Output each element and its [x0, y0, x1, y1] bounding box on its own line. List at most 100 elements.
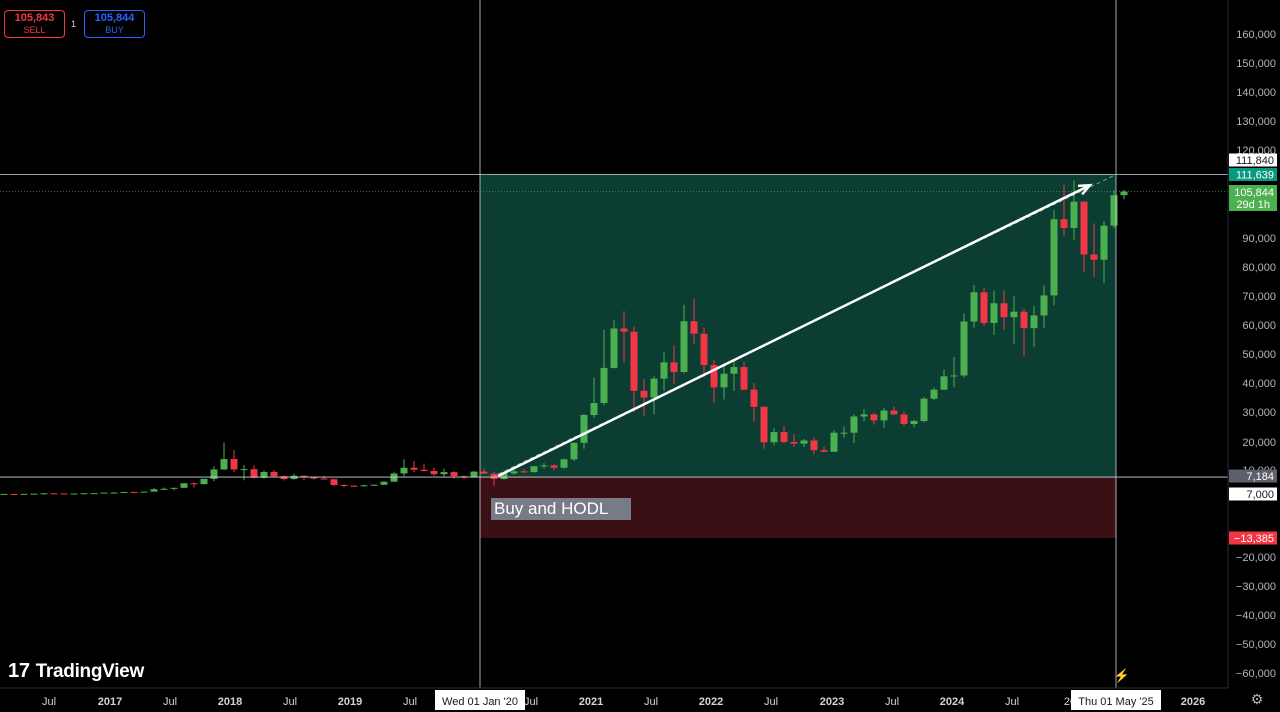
price-tick-label: 160,000: [1236, 29, 1276, 41]
time-tick-label: Jul: [283, 696, 297, 708]
candle: [1000, 290, 1008, 330]
candle-body: [280, 476, 288, 479]
candle-body: [30, 493, 38, 495]
candle: [590, 377, 598, 418]
gear-icon[interactable]: ⚙: [1250, 691, 1264, 707]
candle-body: [340, 485, 348, 486]
candle-body: [530, 466, 538, 473]
order-quantity[interactable]: 1: [71, 19, 77, 29]
candle-body: [590, 403, 598, 415]
price-tick-label: −50,000: [1236, 639, 1276, 651]
candle: [410, 461, 418, 473]
buy-button[interactable]: 105,844 BUY: [84, 10, 145, 38]
candle: [70, 493, 78, 495]
candle-body: [920, 398, 928, 421]
sell-button[interactable]: 105,843 SELL: [4, 10, 65, 38]
price-tick-label: −60,000: [1236, 668, 1276, 680]
candle: [20, 493, 28, 495]
candle-body: [310, 477, 318, 479]
candle-body: [370, 484, 378, 486]
stop-price-label: −13,385: [1229, 531, 1277, 545]
candle: [1100, 221, 1108, 284]
entry-price-label: 7,184: [1229, 469, 1277, 483]
tradingview-logo-icon: 17: [8, 660, 30, 682]
candle: [220, 442, 228, 470]
candle: [30, 493, 38, 495]
candle: [830, 430, 838, 452]
time-tick-label: Jul: [163, 696, 177, 708]
candle: [770, 428, 778, 446]
candle: [730, 359, 738, 391]
candle-body: [330, 479, 338, 485]
candle-body: [230, 459, 238, 470]
candle: [1080, 201, 1088, 273]
candle-body: [780, 432, 788, 442]
price-tick-label: 80,000: [1242, 262, 1276, 274]
candle: [10, 493, 18, 495]
candle-body: [60, 493, 68, 495]
candle-body: [830, 432, 838, 452]
candle: [470, 471, 478, 478]
candle-body: [300, 475, 308, 478]
last-price-bg: [1229, 185, 1277, 211]
candle: [300, 475, 308, 481]
candle: [80, 493, 88, 495]
candle: [1040, 285, 1048, 329]
candle: [1060, 184, 1068, 237]
candle-body: [890, 410, 898, 415]
candle: [420, 463, 428, 472]
buy-label: BUY: [105, 25, 124, 35]
time-axis[interactable]: [0, 688, 1280, 712]
candle-body: [980, 292, 988, 323]
price-axis[interactable]: [1228, 0, 1280, 688]
entry-alt-price-label-text: 7,000: [1246, 489, 1274, 501]
crosshair-price-label-bg: [1229, 153, 1277, 167]
crosshair-date-end: Thu 01 May '25: [1071, 690, 1161, 710]
candle: [600, 329, 608, 406]
candle-body: [500, 473, 508, 479]
candle-body: [200, 478, 208, 485]
countdown-text: 29d 1h: [1236, 199, 1270, 211]
candle: [40, 493, 48, 495]
candle: [850, 414, 858, 444]
candle-body: [630, 331, 638, 391]
candle: [860, 409, 868, 422]
target-price-label-text: 111,639: [1236, 170, 1274, 182]
candle: [360, 484, 368, 487]
candle-body: [260, 472, 268, 478]
candle: [450, 471, 458, 479]
time-tick-label: Jul: [403, 696, 417, 708]
sparkle-icon[interactable]: ⚡: [1113, 668, 1131, 683]
candle-body: [1020, 311, 1028, 329]
trend-arrow-head: [1077, 183, 1093, 196]
time-tick-label: Jul: [644, 696, 658, 708]
candles-layer: [0, 180, 1128, 495]
candle-body: [650, 378, 658, 398]
time-tick-label: 2017: [98, 696, 122, 708]
trend-arrow[interactable]: [497, 184, 1091, 478]
candle: [120, 492, 128, 494]
candle-body: [20, 493, 28, 495]
candle-body: [640, 390, 648, 398]
time-tick-label: 2018: [218, 696, 242, 708]
candle-body: [610, 328, 618, 368]
candle: [560, 458, 568, 469]
candle-body: [570, 442, 578, 460]
candle: [790, 433, 798, 448]
candle: [690, 298, 698, 345]
candle-body: [470, 471, 478, 477]
candle: [350, 484, 358, 487]
candle: [250, 465, 258, 479]
chart-annotation-label[interactable]: Buy and HODL: [491, 498, 631, 520]
candle: [750, 383, 758, 422]
buy-price: 105,844: [94, 12, 135, 24]
candle-body: [220, 459, 228, 470]
tradingview-logo[interactable]: 17 TradingView: [8, 660, 144, 683]
candle-body: [130, 492, 138, 494]
candle-body: [360, 485, 368, 487]
candle-body: [820, 450, 828, 452]
candle-body: [70, 493, 78, 495]
candle-body: [580, 415, 588, 443]
